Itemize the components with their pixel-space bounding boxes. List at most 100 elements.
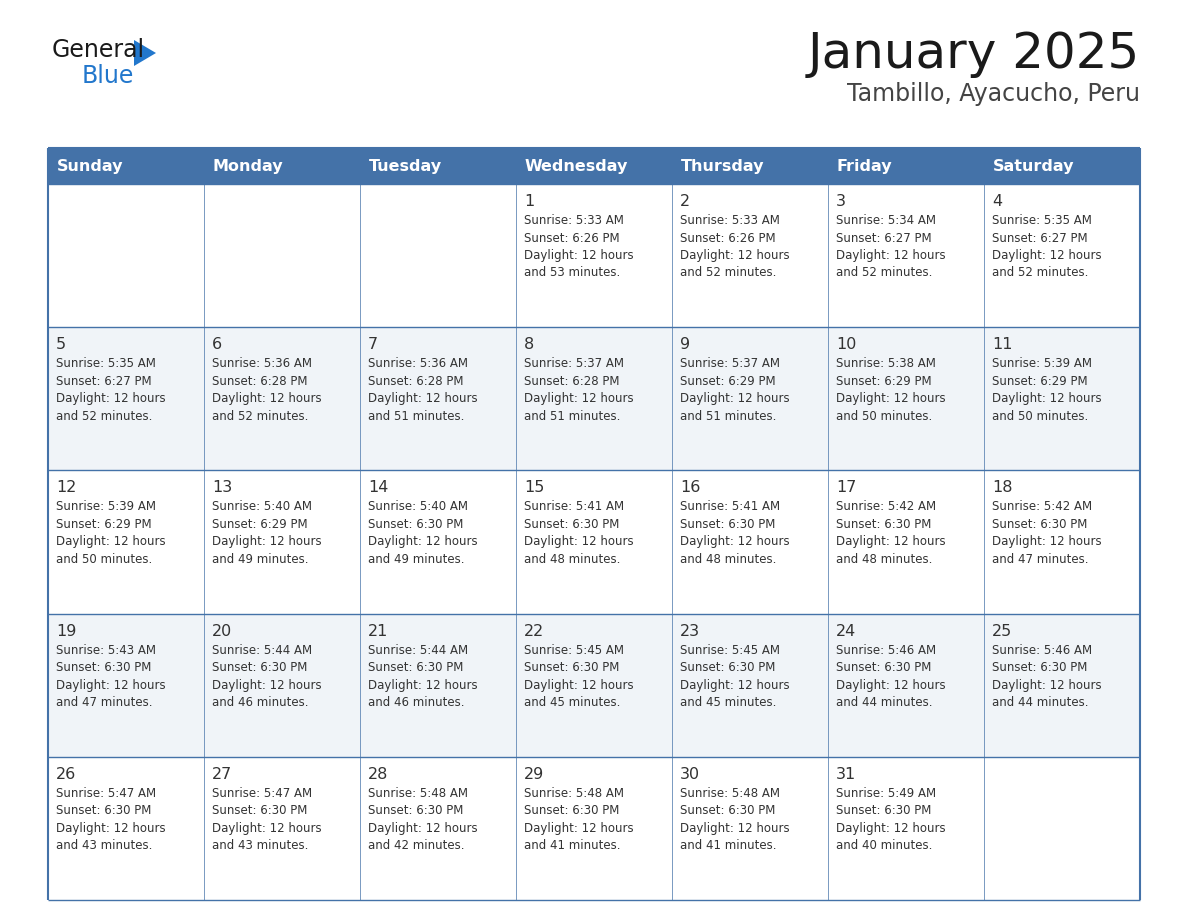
Text: Daylight: 12 hours: Daylight: 12 hours [368, 678, 478, 691]
Text: Daylight: 12 hours: Daylight: 12 hours [992, 249, 1101, 262]
Text: 11: 11 [992, 337, 1012, 353]
Text: Sunset: 6:28 PM: Sunset: 6:28 PM [368, 375, 463, 387]
Text: Sunset: 6:29 PM: Sunset: 6:29 PM [211, 518, 308, 531]
Text: 15: 15 [524, 480, 544, 496]
Text: and 50 minutes.: and 50 minutes. [992, 409, 1088, 422]
Text: Sunset: 6:30 PM: Sunset: 6:30 PM [992, 661, 1087, 674]
Text: 9: 9 [680, 337, 690, 353]
Text: 14: 14 [368, 480, 388, 496]
Text: Sunset: 6:28 PM: Sunset: 6:28 PM [524, 375, 619, 387]
Text: Sunrise: 5:33 AM: Sunrise: 5:33 AM [524, 214, 624, 227]
Text: Daylight: 12 hours: Daylight: 12 hours [680, 249, 790, 262]
Text: Sunset: 6:30 PM: Sunset: 6:30 PM [836, 518, 931, 531]
Text: Sunrise: 5:41 AM: Sunrise: 5:41 AM [680, 500, 781, 513]
Text: Sunset: 6:30 PM: Sunset: 6:30 PM [368, 661, 463, 674]
Text: Sunrise: 5:41 AM: Sunrise: 5:41 AM [524, 500, 624, 513]
Text: Sunset: 6:29 PM: Sunset: 6:29 PM [992, 375, 1088, 387]
Text: Sunrise: 5:46 AM: Sunrise: 5:46 AM [836, 644, 936, 656]
Text: Sunrise: 5:42 AM: Sunrise: 5:42 AM [992, 500, 1092, 513]
Text: Sunrise: 5:37 AM: Sunrise: 5:37 AM [680, 357, 781, 370]
Text: Sunrise: 5:44 AM: Sunrise: 5:44 AM [368, 644, 468, 656]
Text: and 51 minutes.: and 51 minutes. [368, 409, 465, 422]
Text: and 49 minutes.: and 49 minutes. [211, 553, 309, 565]
Text: Sunrise: 5:48 AM: Sunrise: 5:48 AM [524, 787, 624, 800]
Text: Tuesday: Tuesday [369, 159, 442, 174]
Text: Sunrise: 5:47 AM: Sunrise: 5:47 AM [211, 787, 312, 800]
Text: Daylight: 12 hours: Daylight: 12 hours [836, 392, 946, 405]
Text: and 50 minutes.: and 50 minutes. [56, 553, 152, 565]
Text: 12: 12 [56, 480, 76, 496]
Text: and 43 minutes.: and 43 minutes. [56, 839, 152, 852]
Text: 21: 21 [368, 623, 388, 639]
Text: Sunrise: 5:35 AM: Sunrise: 5:35 AM [56, 357, 156, 370]
Text: and 49 minutes.: and 49 minutes. [368, 553, 465, 565]
Text: Daylight: 12 hours: Daylight: 12 hours [524, 822, 633, 834]
Text: 20: 20 [211, 623, 232, 639]
Text: Daylight: 12 hours: Daylight: 12 hours [680, 678, 790, 691]
Text: 16: 16 [680, 480, 701, 496]
Text: 27: 27 [211, 767, 232, 782]
Text: Daylight: 12 hours: Daylight: 12 hours [56, 392, 165, 405]
Text: 18: 18 [992, 480, 1012, 496]
Text: Sunrise: 5:43 AM: Sunrise: 5:43 AM [56, 644, 156, 656]
Text: General: General [52, 38, 145, 62]
Text: 6: 6 [211, 337, 222, 353]
Text: Daylight: 12 hours: Daylight: 12 hours [211, 678, 322, 691]
Text: Sunrise: 5:42 AM: Sunrise: 5:42 AM [836, 500, 936, 513]
Bar [48, 148, 1140, 184]
Text: Sunset: 6:30 PM: Sunset: 6:30 PM [524, 804, 619, 817]
Bar [48, 184, 1140, 327]
Bar [48, 613, 1140, 756]
Text: Sunrise: 5:48 AM: Sunrise: 5:48 AM [680, 787, 781, 800]
Text: Sunrise: 5:38 AM: Sunrise: 5:38 AM [836, 357, 936, 370]
Text: and 44 minutes.: and 44 minutes. [836, 696, 933, 709]
Text: Daylight: 12 hours: Daylight: 12 hours [992, 392, 1101, 405]
Text: Daylight: 12 hours: Daylight: 12 hours [56, 678, 165, 691]
Text: Daylight: 12 hours: Daylight: 12 hours [211, 392, 322, 405]
Text: 8: 8 [524, 337, 535, 353]
Text: 30: 30 [680, 767, 700, 782]
Text: Monday: Monday [213, 159, 284, 174]
Text: 5: 5 [56, 337, 67, 353]
Text: Sunset: 6:30 PM: Sunset: 6:30 PM [680, 518, 776, 531]
Text: and 48 minutes.: and 48 minutes. [524, 553, 620, 565]
Text: Thursday: Thursday [681, 159, 765, 174]
Text: and 41 minutes.: and 41 minutes. [524, 839, 620, 852]
Text: Sunset: 6:30 PM: Sunset: 6:30 PM [368, 518, 463, 531]
Text: and 40 minutes.: and 40 minutes. [836, 839, 933, 852]
Text: Sunset: 6:30 PM: Sunset: 6:30 PM [680, 661, 776, 674]
Text: and 51 minutes.: and 51 minutes. [524, 409, 620, 422]
Text: Sunrise: 5:48 AM: Sunrise: 5:48 AM [368, 787, 468, 800]
Text: Daylight: 12 hours: Daylight: 12 hours [836, 822, 946, 834]
Text: Sunset: 6:27 PM: Sunset: 6:27 PM [836, 231, 931, 244]
Text: 23: 23 [680, 623, 700, 639]
Text: 29: 29 [524, 767, 544, 782]
Text: January 2025: January 2025 [808, 30, 1140, 78]
Text: Daylight: 12 hours: Daylight: 12 hours [524, 392, 633, 405]
Text: Daylight: 12 hours: Daylight: 12 hours [211, 822, 322, 834]
Text: and 41 minutes.: and 41 minutes. [680, 839, 777, 852]
Text: Sunrise: 5:34 AM: Sunrise: 5:34 AM [836, 214, 936, 227]
Text: and 53 minutes.: and 53 minutes. [524, 266, 620, 279]
Text: Sunrise: 5:49 AM: Sunrise: 5:49 AM [836, 787, 936, 800]
Text: Friday: Friday [838, 159, 892, 174]
Text: Sunrise: 5:37 AM: Sunrise: 5:37 AM [524, 357, 624, 370]
Text: Sunset: 6:30 PM: Sunset: 6:30 PM [56, 804, 151, 817]
Bar [48, 756, 1140, 900]
Text: Daylight: 12 hours: Daylight: 12 hours [836, 535, 946, 548]
Text: Sunday: Sunday [57, 159, 124, 174]
Text: 25: 25 [992, 623, 1012, 639]
Text: Sunset: 6:30 PM: Sunset: 6:30 PM [524, 518, 619, 531]
Text: 31: 31 [836, 767, 857, 782]
Text: Sunset: 6:30 PM: Sunset: 6:30 PM [680, 804, 776, 817]
Text: Saturday: Saturday [993, 159, 1074, 174]
Text: and 47 minutes.: and 47 minutes. [56, 696, 152, 709]
Text: 7: 7 [368, 337, 378, 353]
Text: and 52 minutes.: and 52 minutes. [992, 266, 1088, 279]
Text: 22: 22 [524, 623, 544, 639]
Text: Daylight: 12 hours: Daylight: 12 hours [524, 249, 633, 262]
Text: 10: 10 [836, 337, 857, 353]
Text: Sunrise: 5:39 AM: Sunrise: 5:39 AM [56, 500, 156, 513]
Text: Sunset: 6:29 PM: Sunset: 6:29 PM [56, 518, 152, 531]
Polygon shape [134, 40, 156, 66]
